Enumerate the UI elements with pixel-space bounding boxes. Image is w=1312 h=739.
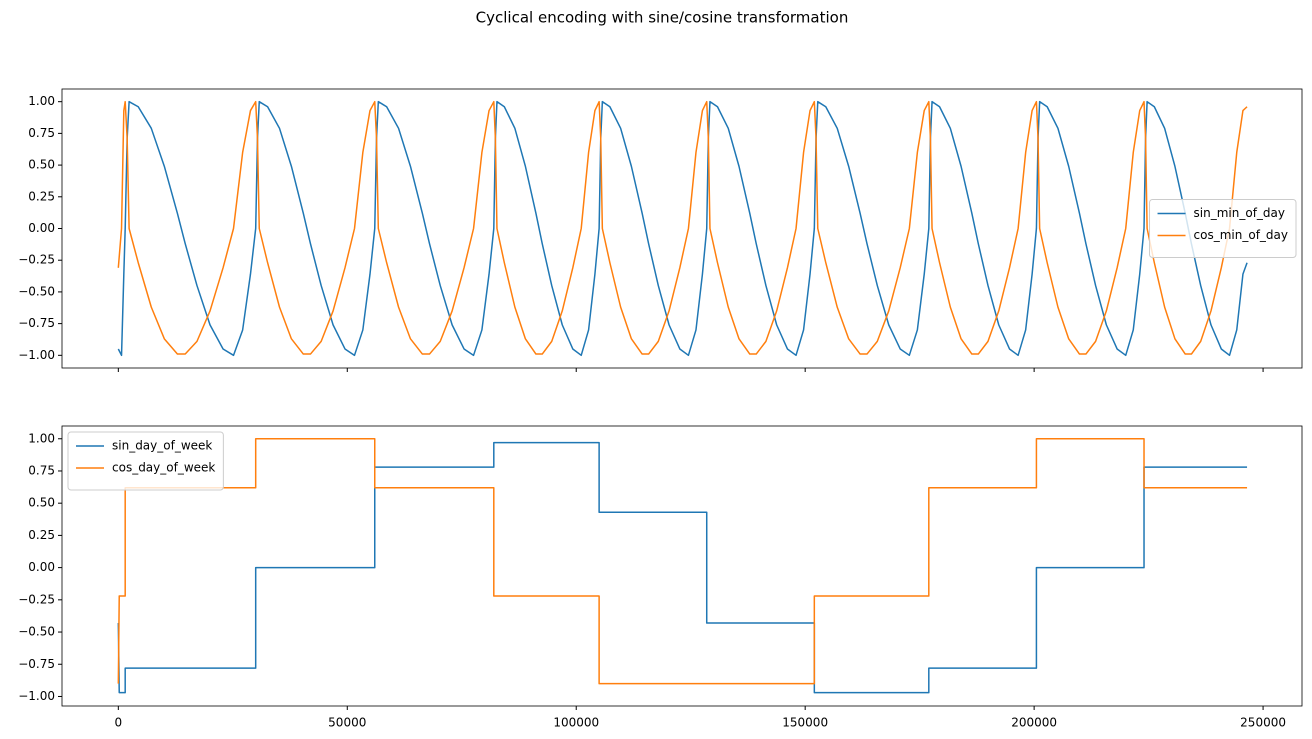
legend-label: cos_min_of_day [1194,228,1288,242]
legend: sin_day_of_week cos_day_of_week [67,431,224,491]
y-tick-label: 0.75 [28,463,55,477]
axes: −1.00 −0.75 −0.50 −0.25 0.00 0.25 0.50 0.75 1.00… [18,88,1303,372]
axes: −1.00 −0.75 −0.50 −0.25 0.00 0.25 0.50 0.75 1.00… [18,425,1303,730]
x-tick-label: 150000 [782,716,828,730]
series-line [117,100,1248,357]
y-tick-label: −0.25 [18,253,55,267]
legend-label: sin_day_of_week [112,439,212,453]
y-tick-label: −1.00 [18,348,55,362]
legend-label: cos_day_of_week [112,461,215,475]
y-tick-label: −0.50 [18,284,55,298]
x-tick-label: 0 [115,716,123,730]
y-tick-label: 0.75 [28,126,55,140]
x-tick-label: 200000 [1011,716,1057,730]
axes-frame [61,425,1303,707]
legend: sin_min_of_day cos_min_of_day [1149,199,1297,258]
y-tick-label: −0.75 [18,316,55,330]
y-tick-label: 0.50 [28,158,55,172]
y-tick-label: −0.75 [18,657,55,671]
legend-label: sin_min_of_day [1194,206,1285,220]
figure-title: Cyclical encoding with sine/cosine trans… [476,9,849,27]
x-tick-label: 50000 [328,716,366,730]
y-tick-label: −1.00 [18,689,55,703]
y-tick-label: 0.25 [28,189,55,203]
series-line [117,100,1248,355]
x-tick-label: 250000 [1240,716,1286,730]
series-line [117,441,1248,694]
x-tick-label: 100000 [553,716,599,730]
legend-box [67,431,224,491]
y-tick-label: 0.00 [28,560,55,574]
y-tick-label: −0.50 [18,625,55,639]
y-tick-label: 0.00 [28,221,55,235]
legend-box [1149,199,1297,258]
y-tick-label: 0.50 [28,496,55,510]
y-tick-label: −0.25 [18,592,55,606]
y-tick-label: 0.25 [28,528,55,542]
axes-frame [61,88,1303,369]
y-tick-label: 1.00 [28,94,55,108]
y-tick-label: 1.00 [28,431,55,445]
